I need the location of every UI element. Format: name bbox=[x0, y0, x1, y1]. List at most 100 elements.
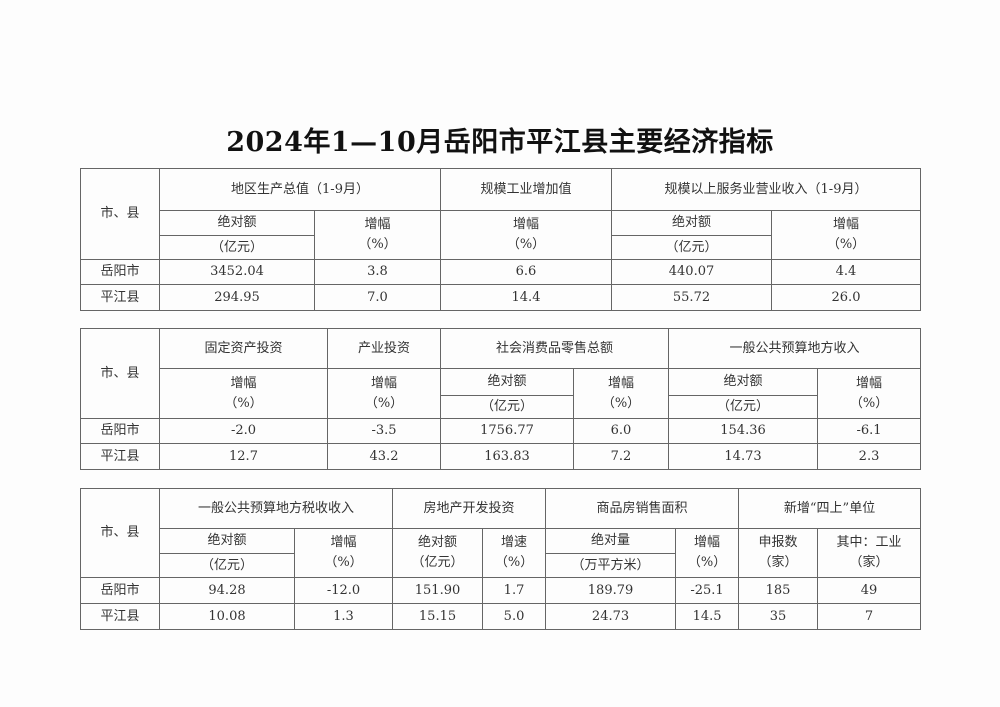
column-header: 绝对额 bbox=[159, 528, 295, 554]
table-row: 岳阳市 3452.04 3.8 6.6 440.07 4.4 bbox=[80, 259, 921, 285]
header-row: 绝对额 增幅 （%） 绝对额 （亿元） 增速 （%） 绝对量 增幅 （%） 申报数 （家）其… bbox=[81, 528, 922, 578]
column-header: （亿元） bbox=[440, 395, 574, 419]
table-gdp-industry-services: 市、县 地区生产总值（1-9月） 规模工业增加值 规模以上服务业营业收入（1-9月）绝… bbox=[80, 168, 921, 311]
column-header: 增幅 （%） bbox=[440, 210, 612, 260]
column-header: 绝对量 bbox=[545, 528, 677, 554]
table-investment-retail-revenue: 市、县 固定资产投资 产业投资 社会消费品零售总额 一般公共预算地方收入 增幅 （%） 增幅… bbox=[80, 328, 922, 470]
column-header: 增幅 （%） bbox=[293, 528, 394, 578]
page-title: 2024年1—10月岳阳市平江县主要经济指标 bbox=[226, 127, 774, 158]
table-tax-realestate-units: 市、县 一般公共预算地方税收收入 房地产开发投资 商品房销售面积 新增“四上”单位 绝对额… bbox=[80, 488, 922, 630]
column-header: （亿元） bbox=[159, 235, 315, 260]
table-row: 平江县 12.7 43.2 163.83 7.2 14.73 2.3 bbox=[80, 443, 922, 470]
column-header: （亿元） bbox=[159, 553, 295, 578]
table-row: 岳阳市 94.28 -12.0 151.90 1.7 189.79 -25.1 185 49 bbox=[80, 577, 922, 604]
column-header: 增幅 （%） bbox=[675, 528, 740, 578]
header-row: （亿元） （万平方米） bbox=[81, 553, 921, 578]
table-cell: 43.2 bbox=[327, 443, 441, 470]
table-cell: 3.8 bbox=[314, 259, 441, 285]
table-cell: 24.73 bbox=[545, 603, 677, 630]
table-cell: 6.0 bbox=[572, 418, 670, 444]
column-header: 规模以上服务业营业收入（1-9月） bbox=[611, 168, 921, 211]
column-header: 增幅 （%） bbox=[314, 210, 441, 260]
table-cell: 14.73 bbox=[668, 443, 819, 470]
table-cell: 151.90 bbox=[392, 577, 484, 604]
column-header: 增幅 （%） bbox=[817, 368, 922, 419]
column-header: 市、县 bbox=[80, 328, 160, 419]
table-cell: 1756.77 bbox=[440, 418, 574, 444]
column-header: 商品房销售面积 bbox=[545, 488, 740, 529]
table-cell: 7.2 bbox=[572, 443, 670, 470]
header-row: 增幅 （%） 增幅 （%） 绝对额 增幅 （%） 绝对额 增幅 （%） bbox=[81, 368, 922, 419]
header-row: （亿元） （亿元） bbox=[81, 235, 921, 260]
column-header: 一般公共预算地方税收收入 bbox=[158, 488, 394, 529]
table-cell: 10.08 bbox=[159, 603, 295, 630]
table-cell: 1.7 bbox=[482, 577, 547, 604]
header-row: 市、县 地区生产总值（1-9月） 规模工业增加值 规模以上服务业营业收入（1-9月） bbox=[80, 168, 921, 260]
table-cell: 15.15 bbox=[392, 603, 484, 630]
column-header: 绝对额 bbox=[611, 210, 772, 236]
column-header: 市、县 bbox=[80, 488, 160, 578]
header-row: 市、县 一般公共预算地方税收收入 房地产开发投资 商品房销售面积 新增“四上”单位 bbox=[80, 488, 922, 578]
column-header: 增速 （%） bbox=[482, 528, 547, 578]
table-cell: 154.36 bbox=[668, 418, 819, 444]
column-header: 绝对额 （亿元） bbox=[392, 528, 484, 578]
table-cell: 6.6 bbox=[440, 259, 612, 285]
column-header: 地区生产总值（1-9月） bbox=[159, 168, 441, 211]
column-header: 一般公共预算地方收入 bbox=[668, 328, 922, 369]
column-header: 绝对额 bbox=[668, 368, 819, 396]
column-header: 增幅 （%） bbox=[159, 368, 328, 419]
column-header: 其中：工业 （家） bbox=[817, 528, 922, 578]
row-label: 岳阳市 bbox=[80, 577, 160, 604]
column-header: 增幅 （%） bbox=[771, 210, 921, 260]
column-header: （亿元） bbox=[668, 395, 819, 419]
column-header: （亿元） bbox=[611, 235, 772, 260]
table-row: 平江县 10.08 1.3 15.15 5.0 24.73 14.5 35 7 bbox=[80, 603, 922, 630]
table-cell: 14.4 bbox=[440, 284, 612, 311]
table-cell: 440.07 bbox=[611, 259, 772, 285]
table-cell: 1.3 bbox=[293, 603, 394, 630]
table-cell: 55.72 bbox=[611, 284, 772, 311]
table-cell: 12.7 bbox=[159, 443, 328, 470]
table-cell: 294.95 bbox=[159, 284, 315, 311]
row-label: 岳阳市 bbox=[80, 418, 160, 444]
column-header: 规模工业增加值 bbox=[440, 168, 612, 211]
column-header: 绝对额 bbox=[159, 210, 315, 236]
header-row: 绝对额 增幅 （%） 增幅 （%） 绝对额 增幅 （%） bbox=[81, 210, 921, 260]
table-cell: 2.3 bbox=[817, 443, 922, 470]
header-row: （亿元） （亿元） bbox=[81, 395, 921, 419]
row-label: 平江县 bbox=[80, 284, 160, 311]
table-cell: -12.0 bbox=[293, 577, 394, 604]
table-row: 平江县 294.95 7.0 14.4 55.72 26.0 bbox=[80, 284, 921, 311]
table-cell: 5.0 bbox=[482, 603, 547, 630]
table-cell: 26.0 bbox=[771, 284, 921, 311]
column-header: 市、县 bbox=[80, 168, 160, 260]
column-header: 新增“四上”单位 bbox=[738, 488, 922, 529]
table-cell: 185 bbox=[738, 577, 819, 604]
table-cell: 163.83 bbox=[440, 443, 574, 470]
table-cell: -6.1 bbox=[817, 418, 922, 444]
table-cell: 3452.04 bbox=[159, 259, 315, 285]
column-header: （万平方米） bbox=[545, 553, 677, 578]
row-label: 平江县 bbox=[80, 603, 160, 630]
table-cell: 4.4 bbox=[771, 259, 921, 285]
table-cell: 35 bbox=[738, 603, 819, 630]
column-header: 绝对额 bbox=[440, 368, 574, 396]
column-header: 房地产开发投资 bbox=[392, 488, 547, 529]
column-header: 社会消费品零售总额 bbox=[439, 328, 670, 369]
table-cell: -25.1 bbox=[675, 577, 740, 604]
table-cell: 49 bbox=[817, 577, 922, 604]
table-cell: 189.79 bbox=[545, 577, 677, 604]
table-cell: 14.5 bbox=[675, 603, 740, 630]
row-label: 岳阳市 bbox=[80, 259, 160, 285]
column-header: 增幅 （%） bbox=[572, 368, 670, 419]
column-header: 产业投资 bbox=[327, 328, 441, 369]
table-cell: 94.28 bbox=[159, 577, 295, 604]
table-cell: -3.5 bbox=[327, 418, 441, 444]
table-cell: 7 bbox=[817, 603, 922, 630]
column-header: 申报数 （家） bbox=[738, 528, 819, 578]
row-label: 平江县 bbox=[80, 443, 160, 470]
column-header: 增幅 （%） bbox=[327, 368, 441, 419]
table-row: 岳阳市 -2.0 -3.5 1756.77 6.0 154.36 -6.1 bbox=[80, 418, 922, 444]
table-cell: 7.0 bbox=[314, 284, 441, 311]
header-row: 市、县 固定资产投资 产业投资 社会消费品零售总额 一般公共预算地方收入 bbox=[80, 328, 922, 419]
